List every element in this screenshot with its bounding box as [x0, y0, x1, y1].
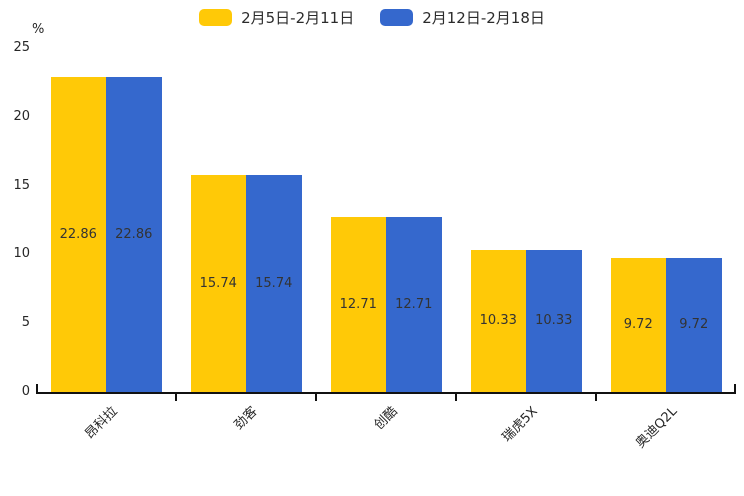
- category-label-2: 创酷: [371, 404, 401, 434]
- bar-value-label: 9.72: [623, 317, 653, 333]
- legend-swatch-icon: [199, 9, 233, 26]
- bar-value-label: 10.33: [535, 312, 573, 328]
- category-label-1: 劲客: [231, 404, 261, 434]
- bar-劲客-series0: [190, 175, 246, 392]
- y-tick-label: 0: [21, 384, 30, 399]
- bar-value-label: 10.33: [479, 312, 517, 328]
- bar-创酷-series1: [386, 217, 442, 392]
- bar-瑞虎5X-series0: [470, 249, 526, 392]
- bar-昂科拉-series0: [50, 77, 106, 392]
- legend-label: 2月12日-2月18日: [422, 9, 545, 27]
- x-axis-tick: [175, 394, 177, 401]
- x-axis-line: [36, 392, 736, 394]
- category-label-4: 奥迪Q2L: [633, 404, 681, 452]
- bar-创酷-series0: [330, 217, 386, 392]
- axis-endcap: [36, 384, 38, 392]
- bar-value-label: 12.71: [395, 296, 433, 312]
- x-axis-tick: [595, 394, 597, 401]
- legend-swatch-icon: [380, 9, 414, 26]
- bar-昂科拉-series1: [106, 77, 162, 392]
- y-tick-label: 20: [13, 108, 30, 124]
- bar-value-label: 15.74: [255, 275, 293, 291]
- bar-劲客-series1: [246, 175, 302, 392]
- y-tick-label: 25: [13, 40, 30, 55]
- category-label-0: 昂科拉: [82, 404, 121, 443]
- legend-label: 2月5日-2月11日: [241, 9, 355, 27]
- y-axis-unit-label: %: [32, 22, 45, 37]
- chart-legend: 2月5日-2月11日 2月12日-2月18日: [0, 7, 744, 28]
- y-tick-label: 5: [21, 315, 30, 331]
- bar-奥迪Q2L-series0: [610, 258, 666, 392]
- bar-瑞虎5X-series1: [526, 249, 582, 392]
- bar-value-label: 15.74: [199, 275, 237, 291]
- x-axis-tick: [315, 394, 317, 401]
- bar-value-label: 12.71: [339, 296, 377, 312]
- bar-value-label: 9.72: [679, 317, 709, 333]
- y-tick-label: 15: [13, 177, 30, 193]
- bar-奥迪Q2L-series1: [666, 258, 722, 392]
- category-label-3: 瑞虎5X: [499, 404, 541, 446]
- bar-value-label: 22.86: [59, 226, 97, 242]
- bar-value-label: 22.86: [115, 226, 153, 242]
- plot-area: 22.86 22.86 15.74 15.74 12.71 12.71 10.33 10.33…: [36, 48, 736, 401]
- legend-item-0[interactable]: 2月5日-2月11日: [199, 7, 354, 28]
- y-tick-label: 10: [13, 246, 30, 262]
- axis-endcap: [734, 384, 736, 392]
- x-axis-tick: [455, 394, 457, 401]
- legend-item-1[interactable]: 2月12日-2月18日: [380, 7, 545, 28]
